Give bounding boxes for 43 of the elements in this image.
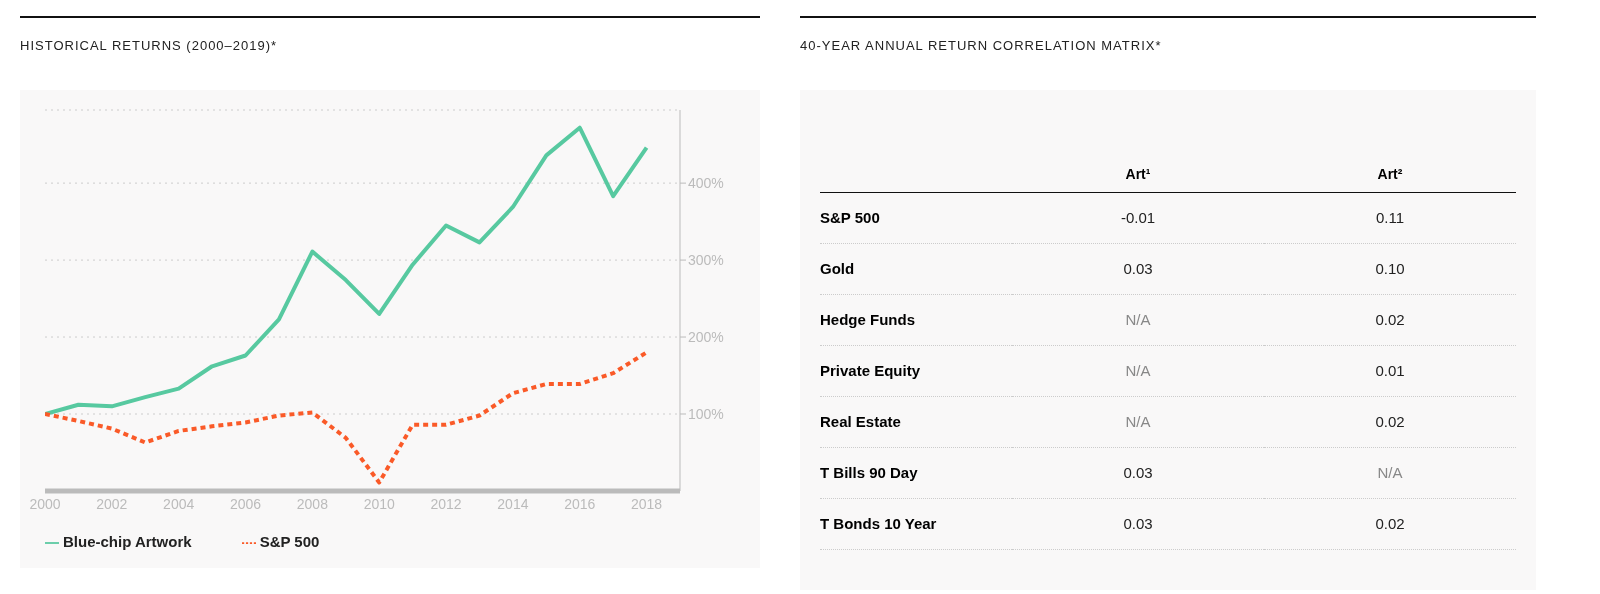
text: N/A [1125,362,1151,379]
y-tick-label: 200% [688,329,724,346]
y-tick-label: Private Equity [820,345,1012,396]
x-tick-label: 2014 [497,495,529,512]
chart-title: HISTORICAL RETURNS (2000–2019)* [20,16,760,90]
y-tick-label: Gold [820,243,1012,294]
data-label: -0.01 [1012,192,1264,243]
line-series [45,125,649,417]
y-tick-label: 300% [688,252,724,269]
x-tick-label: Art¹ [1012,120,1264,192]
x-tick-label: 2004 [163,495,195,512]
data-label: 0.11 [1264,192,1516,243]
x-tick-label: 2002 [96,495,128,512]
y-tick-label: 100% [688,405,724,422]
x-tick-label: 2000 [29,495,61,512]
x-tick-label: 2006 [229,495,262,512]
text: N/A [1377,464,1403,481]
text: N/A [1125,311,1151,328]
data-label: 0.01 [1264,345,1516,396]
data-label: 0.10 [1264,243,1516,294]
x-tick-label: 2012 [430,495,462,512]
text: N/A [1125,413,1151,430]
data-label: 0.03 [1012,447,1264,498]
y-tick-label: Hedge Funds [820,294,1012,345]
x-tick-label: Art² [1264,120,1516,192]
data-label: 0.02 [1264,396,1516,447]
x-tick-label: 2008 [296,495,329,512]
y-tick-label: 400% [688,175,724,192]
data-label: 0.02 [1264,498,1516,549]
x-tick-label: 2018 [631,495,663,512]
chart-title: 40-YEAR ANNUAL RETURN CORRELATION MATRIX* [800,16,1536,90]
y-tick-label: Real Estate [820,396,1012,447]
x-tick-label: 2016 [564,495,596,512]
data-label: 0.02 [1264,294,1516,345]
y-tick-label: S&P 500 [820,192,1012,243]
y-tick-label: T Bonds 10 Year [820,498,1012,549]
data-label: 0.03 [1012,498,1264,549]
legend-label: Blue-chip Artwork [63,532,192,550]
y-tick-label: T Bills 90 Day [820,447,1012,498]
line-series [45,350,649,485]
legend-label: S&P 500 [259,532,320,550]
data-label: 0.03 [1012,243,1264,294]
x-tick-label: 2010 [363,495,395,512]
